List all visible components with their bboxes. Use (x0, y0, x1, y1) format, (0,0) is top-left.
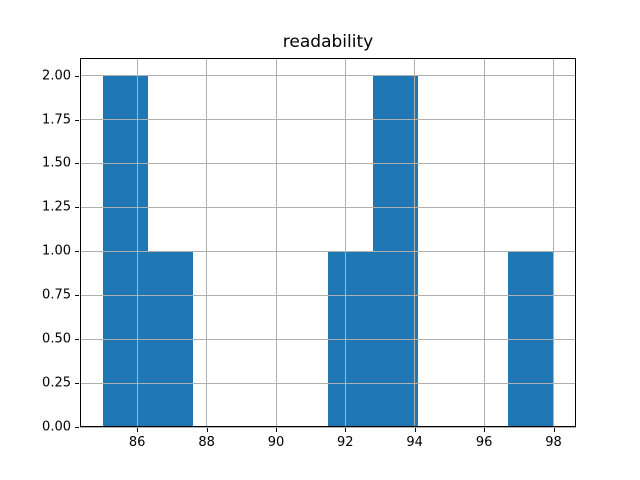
y-tick-label: 0.00 (42, 419, 71, 435)
y-tick-mark (75, 207, 79, 209)
gridline-vertical (344, 58, 346, 427)
x-tick-mark (206, 428, 208, 432)
gridline-vertical (553, 58, 554, 427)
gridline-horizontal (80, 382, 576, 384)
y-tick-label: 1.00 (42, 243, 71, 259)
y-tick-label: 0.75 (42, 287, 71, 303)
gridline-horizontal (80, 338, 576, 340)
y-tick-mark (75, 383, 79, 385)
x-tick-label: 98 (545, 435, 562, 450)
y-tick-mark (75, 295, 79, 297)
gridline-vertical (136, 58, 138, 427)
x-tick-label: 92 (337, 435, 354, 450)
x-tick-label: 88 (198, 435, 215, 450)
gridline-vertical (206, 58, 208, 427)
x-tick-mark (414, 428, 416, 432)
x-tick-label: 86 (128, 435, 146, 450)
y-tick-label: 0.25 (42, 375, 71, 391)
gridline-horizontal (80, 162, 576, 164)
y-tick-mark (75, 75, 79, 77)
y-tick-label: 1.75 (42, 112, 71, 127)
gridline-vertical (414, 58, 416, 427)
gridline-horizontal (80, 119, 576, 120)
x-tick-mark (276, 428, 277, 432)
gridline-horizontal (80, 294, 576, 296)
axes-border (80, 58, 576, 427)
plot-area (80, 58, 576, 428)
gridline-horizontal (80, 250, 576, 252)
x-tick-label: 94 (406, 435, 423, 450)
y-tick-label: 0.50 (42, 331, 71, 347)
x-tick-mark (345, 428, 347, 432)
chart-title: readability (282, 32, 374, 52)
y-tick-mark (75, 339, 79, 341)
y-tick-mark (75, 163, 79, 165)
y-tick-label: 1.25 (42, 199, 71, 215)
gridline-horizontal (80, 75, 576, 77)
x-tick-mark (484, 428, 486, 432)
gridline-horizontal (80, 206, 576, 208)
y-tick-mark (75, 119, 79, 121)
x-tick-mark (137, 428, 139, 432)
x-tick-label: 90 (267, 435, 285, 450)
y-tick-label: 2.00 (42, 68, 71, 84)
gridline-vertical (275, 58, 277, 427)
gridline-vertical (483, 58, 485, 427)
x-tick-mark (553, 428, 555, 432)
gridline-horizontal (80, 426, 576, 428)
y-tick-mark (75, 251, 79, 253)
x-tick-label: 96 (475, 435, 493, 450)
y-tick-label: 1.50 (42, 155, 71, 171)
y-tick-mark (75, 427, 79, 428)
